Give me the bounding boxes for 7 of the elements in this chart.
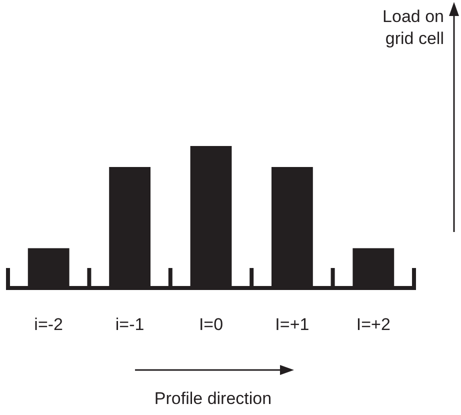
text: Load on grid cell — [382, 7, 444, 48]
x-tick-label: I=0 — [198, 315, 224, 334]
x-tick-label: i=-1 — [115, 315, 144, 334]
x-tick-label: i=-2 — [34, 315, 64, 334]
x-tick-label: I=+1 — [275, 315, 310, 334]
x-axis-title: Profile direction — [154, 389, 272, 408]
x-tick-label: I=+2 — [356, 315, 390, 334]
